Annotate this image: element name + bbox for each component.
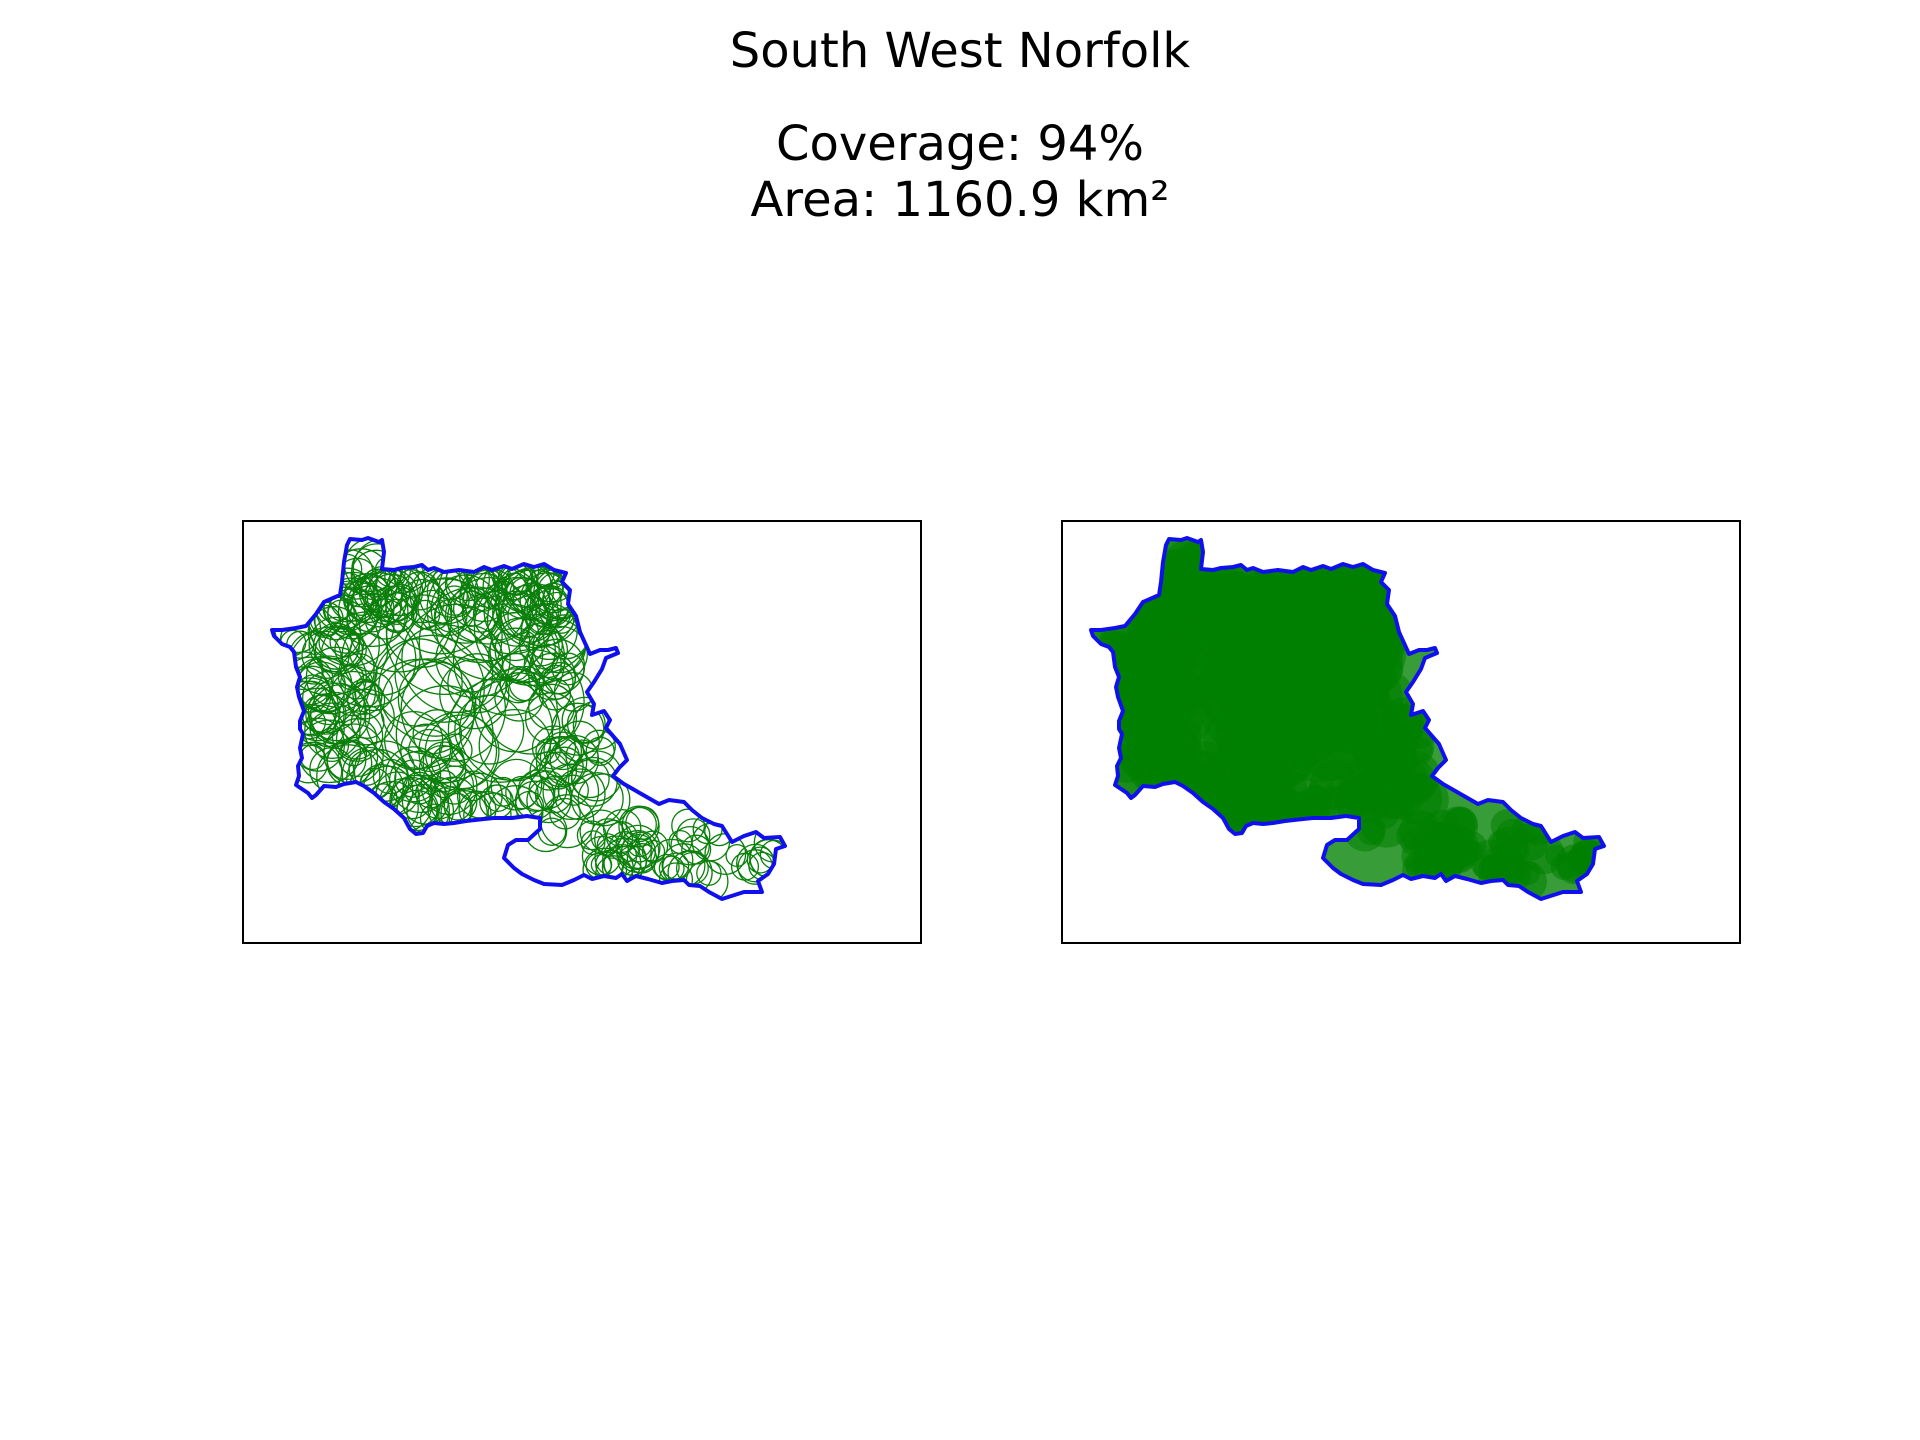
- map-outline-svg: [270, 536, 787, 901]
- coverage-circle: [337, 736, 379, 778]
- coverage-circle: [395, 685, 494, 784]
- coverage-circles-outline: [274, 538, 785, 899]
- coverage-circle: [1349, 639, 1404, 694]
- coverage-circle: [525, 568, 564, 607]
- coverage-circle: [539, 751, 578, 790]
- coverage-circle: [1327, 548, 1374, 595]
- coverage-circle: [534, 775, 573, 814]
- coverage-circle: [318, 625, 353, 660]
- coverage-circle: [329, 626, 361, 658]
- coverage-circle: [323, 577, 382, 636]
- coverage-circle: [342, 573, 393, 624]
- coverage-circle: [384, 583, 418, 617]
- coverage-circle: [528, 683, 575, 731]
- coverage-circle: [565, 739, 599, 773]
- coverage-circle: [1557, 849, 1592, 885]
- coverage-circle: [490, 758, 543, 811]
- coverage-circle: [520, 602, 578, 661]
- coverage-circle: [551, 702, 605, 756]
- coverage-circle: [1405, 737, 1434, 766]
- coverage-circle: [461, 594, 501, 633]
- coverage-circle: [377, 592, 418, 632]
- coverage-label: Coverage: 94%: [775, 116, 1145, 172]
- coverage-circle: [400, 571, 440, 611]
- coverage-circle: [438, 733, 473, 768]
- coverage-circle: [505, 775, 539, 810]
- coverage-circle: [346, 681, 386, 720]
- coverage-circle: [1368, 609, 1393, 634]
- coverage-circle: [1105, 631, 1133, 659]
- coverage-circle: [305, 693, 347, 735]
- coverage-circle: [372, 758, 409, 795]
- coverage-circle: [308, 616, 365, 673]
- coverage-circles-filled: [1091, 538, 1604, 899]
- coverage-circle: [394, 759, 433, 798]
- coverage-circle: [1250, 746, 1284, 779]
- coverage-circle: [380, 658, 477, 755]
- coverage-circle: [542, 763, 600, 821]
- coverage-circle: [671, 808, 706, 843]
- coverage-circle: [557, 774, 589, 806]
- coverage-circle: [394, 623, 494, 723]
- coverage-circle: [478, 708, 552, 782]
- coverage-circle: [350, 705, 385, 739]
- coverage-circle: [430, 745, 465, 780]
- coverage-circle: [529, 751, 569, 791]
- coverage-circle: [439, 585, 470, 616]
- coverage-circle: [1135, 744, 1199, 808]
- coverage-circle: [676, 818, 711, 853]
- coverage-circle: [304, 702, 361, 759]
- coverage-circle: [725, 843, 749, 868]
- coverage-circle: [1428, 831, 1459, 863]
- coverage-circle: [492, 590, 538, 636]
- map-panel-outline: [242, 520, 922, 944]
- area-label: Area: 1160.9 km²: [750, 172, 1170, 228]
- constituency-boundary: [270, 536, 787, 901]
- coverage-circle: [1321, 653, 1349, 681]
- coverage-circle: [473, 668, 558, 753]
- coverage-circle: [531, 725, 577, 770]
- coverage-circle: [352, 572, 408, 628]
- coverage-circle: [1358, 752, 1396, 789]
- coverage-circle: [535, 735, 588, 788]
- coverage-circle: [531, 643, 566, 679]
- coverage-circle: [309, 711, 345, 748]
- coverage-circle: [681, 834, 712, 865]
- coverage-circle: [366, 573, 416, 623]
- coverage-circle: [594, 819, 634, 859]
- coverage-circle: [1347, 684, 1394, 730]
- coverage-circle: [548, 608, 575, 634]
- coverage-circle: [580, 830, 606, 856]
- coverage-circle: [447, 653, 508, 714]
- coverage-circle: [543, 731, 583, 771]
- coverage-circle: [401, 603, 511, 714]
- coverage-circle: [400, 578, 445, 624]
- coverage-circle: [494, 672, 544, 722]
- map-filled-svg: [1089, 536, 1606, 901]
- coverage-circle: [585, 736, 615, 766]
- coverage-circle: [1481, 843, 1524, 887]
- coverage-circle: [1178, 566, 1229, 617]
- figure-title: South West Norfolk: [729, 23, 1191, 79]
- coverage-circle: [524, 692, 578, 745]
- coverage-circle: [553, 768, 606, 821]
- coverage-circle: [1396, 821, 1425, 850]
- coverage-circle: [576, 820, 607, 851]
- coverage-circle: [384, 710, 444, 771]
- coverage-circle: [527, 629, 569, 671]
- coverage-circle: [618, 805, 660, 848]
- coverage-circle: [1138, 625, 1171, 659]
- coverage-circle: [389, 774, 442, 828]
- coverage-circle: [608, 831, 641, 863]
- coverage-circle: [554, 736, 585, 766]
- constituency-boundary: [1089, 536, 1606, 901]
- map-panel-filled: [1061, 520, 1741, 944]
- coverage-circle: [407, 728, 452, 773]
- coverage-circle: [335, 718, 378, 760]
- coverage-circle: [620, 833, 656, 870]
- coverage-circle: [670, 825, 710, 866]
- coverage-circle: [385, 746, 442, 803]
